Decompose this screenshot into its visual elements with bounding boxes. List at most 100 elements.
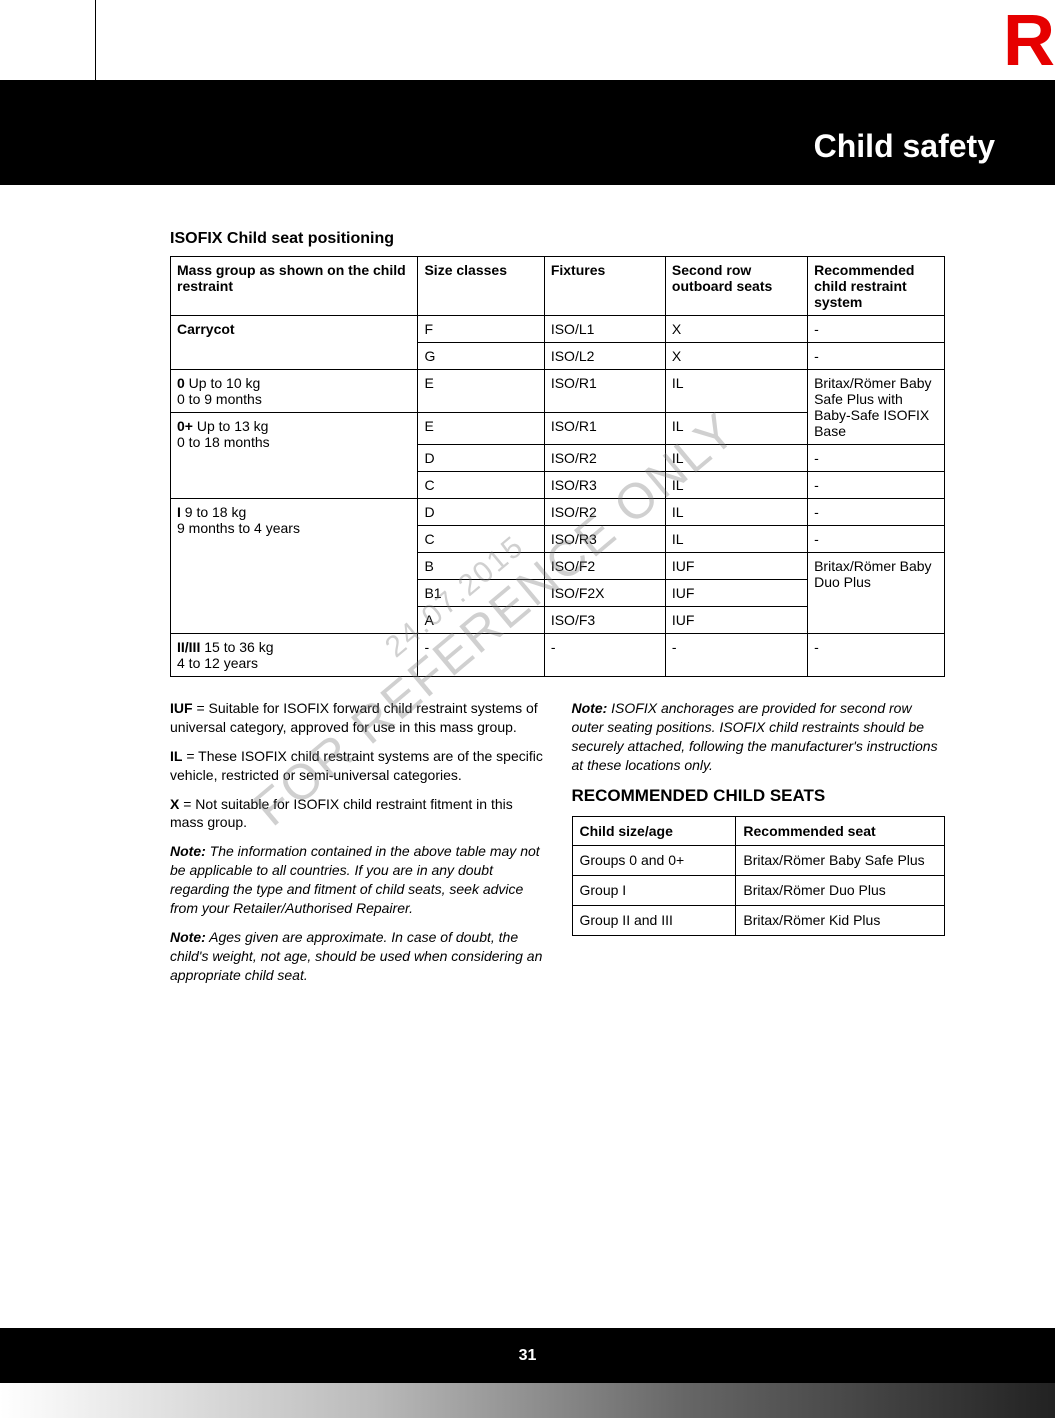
cell: E bbox=[418, 413, 544, 445]
th-fixtures: Fixtures bbox=[544, 257, 665, 316]
th-recommended: Recommended child restraint system bbox=[808, 257, 945, 316]
cell: X bbox=[665, 316, 807, 343]
cell: Britax/Römer Duo Plus bbox=[736, 876, 945, 906]
tab-letter: R bbox=[1003, 5, 1055, 77]
table-row: Group I Britax/Römer Duo Plus bbox=[572, 876, 945, 906]
cell: - bbox=[808, 316, 945, 343]
cell: C bbox=[418, 472, 544, 499]
mass-0p-rest: Up to 13 kg bbox=[193, 418, 269, 434]
two-column-body: IUF = Suitable for ISOFIX forward child … bbox=[170, 699, 945, 995]
th-mass: Mass group as shown on the child restrai… bbox=[171, 257, 418, 316]
cell: ISO/R2 bbox=[544, 445, 665, 472]
cell-rec-britax-baby: Britax/Römer Baby Safe Plus with Baby-Sa… bbox=[808, 370, 945, 445]
cell: Group I bbox=[572, 876, 736, 906]
th-age: Child size/age bbox=[572, 816, 736, 846]
cell: Group II and III bbox=[572, 906, 736, 936]
note-3: Note: ISOFIX anchorages are provided for… bbox=[572, 699, 946, 775]
cell: IL bbox=[665, 526, 807, 553]
cell: IUF bbox=[665, 607, 807, 634]
th-size: Size classes bbox=[418, 257, 544, 316]
cell: F bbox=[418, 316, 544, 343]
table-row: II/III 15 to 36 kg 4 to 12 years - - - - bbox=[171, 634, 945, 677]
cell: ISO/R1 bbox=[544, 413, 665, 445]
mass-0-sub: 0 to 9 months bbox=[177, 391, 262, 407]
mass-II-rest: 15 to 36 kg bbox=[200, 639, 273, 655]
cell: - bbox=[808, 634, 945, 677]
cell: E bbox=[418, 370, 544, 413]
cell: ISO/F2 bbox=[544, 553, 665, 580]
def-il: IL = These ISOFIX child restraint system… bbox=[170, 747, 544, 785]
cell: Britax/Römer Kid Plus bbox=[736, 906, 945, 936]
note2-text: Ages given are approximate. In case of d… bbox=[170, 929, 542, 983]
table-row: Carrycot F ISO/L1 X - bbox=[171, 316, 945, 343]
cell: IL bbox=[665, 413, 807, 445]
cell: - bbox=[808, 472, 945, 499]
mass-carrycot: Carrycot bbox=[177, 321, 235, 337]
page-title: Child safety bbox=[814, 128, 995, 165]
cell-rec-britax-duo: Britax/Römer Baby Duo Plus bbox=[808, 553, 945, 634]
cell: ISO/F2X bbox=[544, 580, 665, 607]
cell: ISO/L2 bbox=[544, 343, 665, 370]
th-second: Second row outboard seats bbox=[665, 257, 807, 316]
cell: IL bbox=[665, 370, 807, 413]
mass-II-bold: II/III bbox=[177, 639, 200, 655]
def-iuf: IUF = Suitable for ISOFIX forward child … bbox=[170, 699, 544, 737]
cell: C bbox=[418, 526, 544, 553]
def-iuf-text: = Suitable for ISOFIX forward child rest… bbox=[170, 700, 538, 735]
cell: ISO/R2 bbox=[544, 499, 665, 526]
cell: Groups 0 and 0+ bbox=[572, 846, 736, 876]
cell: A bbox=[418, 607, 544, 634]
cell: IUF bbox=[665, 580, 807, 607]
cell: - bbox=[808, 343, 945, 370]
table-row: 0 Up to 10 kg 0 to 9 months E ISO/R1 IL … bbox=[171, 370, 945, 413]
cell: - bbox=[808, 499, 945, 526]
mass-I-rest: 9 to 18 kg bbox=[181, 504, 246, 520]
section-title: ISOFIX Child seat positioning bbox=[170, 230, 945, 248]
cell: D bbox=[418, 499, 544, 526]
cell: ISO/R3 bbox=[544, 526, 665, 553]
cell: X bbox=[665, 343, 807, 370]
recommended-seats-table: Child size/age Recommended seat Groups 0… bbox=[572, 816, 946, 937]
note3-text: ISOFIX anchorages are provided for secon… bbox=[572, 700, 938, 773]
note-2: Note: Ages given are approximate. In cas… bbox=[170, 928, 544, 985]
cell: ISO/R3 bbox=[544, 472, 665, 499]
note1-text: The information contained in the above t… bbox=[170, 843, 540, 916]
note3-label: Note: bbox=[572, 700, 608, 716]
cell: Britax/Römer Baby Safe Plus bbox=[736, 846, 945, 876]
mass-0p-bold: 0+ bbox=[177, 418, 193, 434]
cell: G bbox=[418, 343, 544, 370]
cell: - bbox=[808, 445, 945, 472]
table-row: Group II and III Britax/Römer Kid Plus bbox=[572, 906, 945, 936]
header-banner: Child safety bbox=[0, 80, 1055, 185]
rec-heading: RECOMMENDED CHILD SEATS bbox=[572, 785, 946, 808]
cell: IL bbox=[665, 499, 807, 526]
cell: ISO/L1 bbox=[544, 316, 665, 343]
def-x: X = Not suitable for ISOFIX child restra… bbox=[170, 795, 544, 833]
th-seat: Recommended seat bbox=[736, 816, 945, 846]
table-row: Groups 0 and 0+ Britax/Römer Baby Safe P… bbox=[572, 846, 945, 876]
left-column: IUF = Suitable for ISOFIX forward child … bbox=[170, 699, 544, 995]
cell: - bbox=[418, 634, 544, 677]
mass-0-rest: Up to 10 kg bbox=[185, 375, 261, 391]
cell: IL bbox=[665, 445, 807, 472]
mass-0p-sub: 0 to 18 months bbox=[177, 434, 270, 450]
cell: ISO/F3 bbox=[544, 607, 665, 634]
footer-banner: 31 bbox=[0, 1328, 1055, 1383]
cell: B1 bbox=[418, 580, 544, 607]
note1-label: Note: bbox=[170, 843, 206, 859]
note-1: Note: The information contained in the a… bbox=[170, 842, 544, 918]
margin-line bbox=[95, 0, 96, 80]
isofix-table: Mass group as shown on the child restrai… bbox=[170, 256, 945, 677]
note2-label: Note: bbox=[170, 929, 206, 945]
cell: - bbox=[544, 634, 665, 677]
gradient-footer bbox=[0, 1383, 1055, 1418]
content-area: ISOFIX Child seat positioning Mass group… bbox=[170, 230, 945, 995]
cell: - bbox=[665, 634, 807, 677]
def-il-text: = These ISOFIX child restraint systems a… bbox=[170, 748, 543, 783]
page-number: 31 bbox=[519, 1347, 537, 1365]
def-iuf-bold: IUF bbox=[170, 700, 193, 716]
cell: - bbox=[808, 526, 945, 553]
right-column: Note: ISOFIX anchorages are provided for… bbox=[572, 699, 946, 995]
def-il-bold: IL bbox=[170, 748, 182, 764]
mass-0-bold: 0 bbox=[177, 375, 185, 391]
